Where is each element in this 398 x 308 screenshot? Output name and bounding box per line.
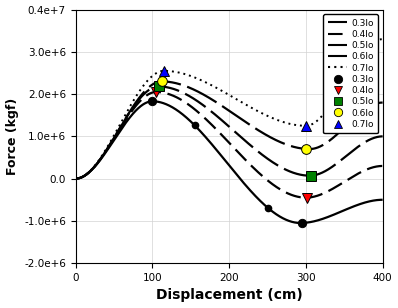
Legend: 0.3lo, 0.4lo, 0.5lo, 0.6lo, 0.7lo, 0.3lo, 0.4lo, 0.5lo, 0.6lo, 0.7lo: 0.3lo, 0.4lo, 0.5lo, 0.6lo, 0.7lo, 0.3lo…	[323, 14, 378, 133]
Y-axis label: Force (kgf): Force (kgf)	[6, 98, 19, 175]
X-axis label: Displacement (cm): Displacement (cm)	[156, 289, 302, 302]
